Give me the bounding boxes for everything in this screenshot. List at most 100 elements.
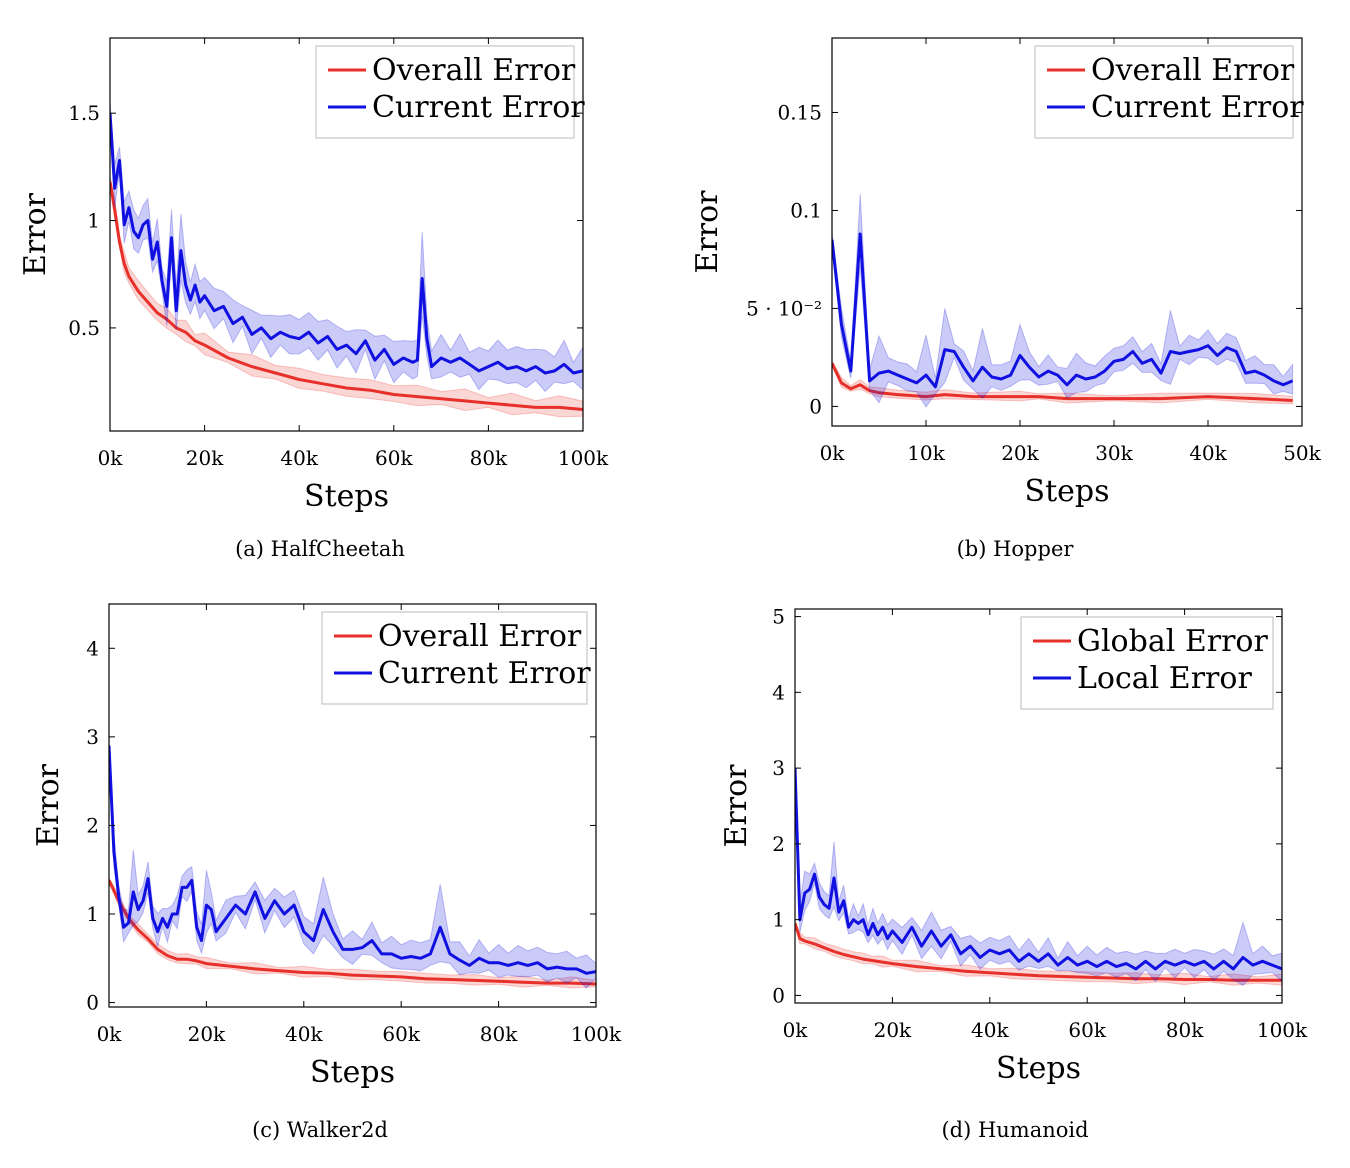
humanoid-legend-label: Local Error bbox=[1077, 661, 1252, 696]
hopper-y-axis-label: Error bbox=[690, 190, 725, 274]
humanoid-series-0 bbox=[795, 920, 1282, 986]
caption-walker2d: (c) Walker2d bbox=[252, 1118, 388, 1142]
walker2d-xtick-label: 0k bbox=[97, 1022, 123, 1046]
humanoid-x-axis-label: Steps bbox=[996, 1051, 1081, 1086]
walker2d-series-1 bbox=[109, 737, 596, 989]
walker2d-xtick-label: 40k bbox=[285, 1022, 323, 1046]
walker2d-legend-label: Overall Error bbox=[378, 619, 582, 654]
hopper-ytick-label: 5 · 10⁻² bbox=[746, 296, 822, 320]
walker2d-xtick-label: 100k bbox=[571, 1022, 622, 1046]
hopper-series-0 bbox=[832, 359, 1294, 405]
caption-humanoid: (d) Humanoid bbox=[941, 1118, 1089, 1142]
hopper-xtick-label: 10k bbox=[907, 441, 945, 465]
hopper-xtick-label: 40k bbox=[1189, 441, 1227, 465]
chart-panel-walker2d: 0k 20k 40k 60k 80k 100k 0 1 2 3 4 Steps Error Overall… bbox=[0, 580, 675, 1164]
humanoid-plot-frame bbox=[794, 608, 1283, 1004]
walker2d-legend-label: Current Error bbox=[378, 656, 591, 691]
hopper-line-0 bbox=[832, 362, 1293, 402]
walker2d-ytick-label: 3 bbox=[86, 725, 99, 749]
hopper-legend-label: Current Error bbox=[1091, 90, 1304, 125]
hopper-x-axis-label: Steps bbox=[1025, 474, 1110, 509]
humanoid-xtick-label: 40k bbox=[971, 1018, 1009, 1042]
halfcheetah-legend-box bbox=[315, 45, 575, 139]
halfcheetah-xtick-label: 20k bbox=[186, 446, 224, 470]
halfcheetah-ytick-label: 1.5 bbox=[68, 101, 100, 125]
halfcheetah-xtick-label: 100k bbox=[558, 446, 609, 470]
hopper-xtick-label: 30k bbox=[1095, 441, 1133, 465]
hopper-line-1 bbox=[832, 232, 1294, 389]
humanoid-ytick-label: 2 bbox=[772, 832, 785, 856]
humanoid-legend-box bbox=[1020, 616, 1274, 710]
walker2d-xtick-label: 60k bbox=[382, 1022, 420, 1046]
halfcheetah-line-1 bbox=[110, 113, 583, 375]
hopper-xtick-label: 50k bbox=[1283, 441, 1321, 465]
humanoid-line-1 bbox=[795, 768, 1282, 971]
caption-hopper: (b) Hopper bbox=[956, 537, 1074, 561]
walker2d-ytick-label: 1 bbox=[86, 902, 99, 926]
hopper-ytick-label: 0.15 bbox=[777, 100, 822, 124]
hopper-ytick-label: 0 bbox=[809, 394, 822, 418]
chart-walker2d: 0k 20k 40k 60k 80k 100k 0 1 2 3 4 Steps Error Overall… bbox=[31, 603, 622, 1090]
hopper-series-1 bbox=[832, 194, 1294, 408]
walker2d-band-0 bbox=[109, 876, 596, 989]
walker2d-legend-box bbox=[321, 611, 588, 705]
halfcheetah-xtick-label: 60k bbox=[375, 446, 413, 470]
walker2d-x-axis-label: Steps bbox=[310, 1055, 395, 1090]
halfcheetah-plot-frame bbox=[109, 37, 584, 432]
halfcheetah-series-0 bbox=[110, 176, 583, 418]
walker2d-line-1 bbox=[109, 745, 596, 975]
chart-panel-hopper: 0k 10k 20k 30k 40k 50k 0 5 · 10⁻² 0.1 0.15 Steps Er… bbox=[675, 0, 1350, 580]
hopper-ytick-label: 0.1 bbox=[790, 198, 822, 222]
halfcheetah-x-axis-label: Steps bbox=[304, 479, 389, 514]
humanoid-band-0 bbox=[795, 920, 1282, 986]
humanoid-xtick-label: 80k bbox=[1166, 1018, 1204, 1042]
hopper-xtick-label: 20k bbox=[1001, 441, 1039, 465]
humanoid-line-0 bbox=[795, 922, 1282, 982]
halfcheetah-series-1 bbox=[110, 102, 583, 393]
humanoid-ytick-label: 5 bbox=[772, 605, 785, 629]
hopper-band-0 bbox=[832, 359, 1294, 405]
humanoid-band-1 bbox=[795, 760, 1282, 987]
humanoid-y-axis-label: Error bbox=[719, 764, 754, 848]
humanoid-ytick-label: 1 bbox=[772, 908, 785, 932]
humanoid-legend-label: Global Error bbox=[1077, 624, 1268, 659]
walker2d-series-0 bbox=[109, 876, 596, 989]
walker2d-xtick-label: 80k bbox=[480, 1022, 518, 1046]
halfcheetah-y-axis-label: Error bbox=[18, 192, 53, 276]
walker2d-line-0 bbox=[109, 879, 596, 986]
walker2d-ytick-label: 0 bbox=[86, 991, 99, 1015]
humanoid-ytick-label: 3 bbox=[772, 756, 785, 780]
humanoid-ytick-label: 0 bbox=[772, 983, 785, 1007]
chart-panel-halfcheetah: 0k 20k 40k 60k 80k 100k 0.5 1 1.5 Steps Error Overa… bbox=[0, 0, 675, 580]
halfcheetah-xtick-label: 0k bbox=[98, 446, 124, 470]
walker2d-band-1 bbox=[109, 737, 596, 989]
caption-halfcheetah: (a) HalfCheetah bbox=[235, 537, 405, 561]
walker2d-ytick-label: 4 bbox=[86, 636, 99, 660]
halfcheetah-line-0 bbox=[110, 181, 583, 411]
chart-panel-humanoid: 0k 20k 40k 60k 80k 100k 0 1 2 3 4 5 Steps Error Global… bbox=[675, 580, 1350, 1164]
hopper-legend-label: Overall Error bbox=[1091, 53, 1295, 88]
halfcheetah-legend-label: Current Error bbox=[372, 90, 585, 125]
halfcheetah-xtick-label: 80k bbox=[470, 446, 508, 470]
walker2d-plot-frame bbox=[108, 603, 597, 1008]
halfcheetah-legend-label: Overall Error bbox=[372, 53, 576, 88]
humanoid-ytick-label: 4 bbox=[772, 680, 785, 704]
hopper-plot-frame bbox=[831, 37, 1303, 427]
hopper-xtick-label: 0k bbox=[820, 441, 846, 465]
humanoid-series-1 bbox=[795, 760, 1282, 987]
humanoid-xtick-label: 0k bbox=[783, 1018, 809, 1042]
chart-halfcheetah: 0k 20k 40k 60k 80k 100k 0.5 1 1.5 Steps Error Overa… bbox=[18, 37, 609, 514]
chart-humanoid: 0k 20k 40k 60k 80k 100k 0 1 2 3 4 5 Steps Error Global… bbox=[719, 605, 1308, 1086]
walker2d-ytick-label: 2 bbox=[86, 813, 99, 837]
humanoid-xtick-label: 100k bbox=[1257, 1018, 1308, 1042]
humanoid-xtick-label: 60k bbox=[1068, 1018, 1106, 1042]
halfcheetah-band-1 bbox=[110, 102, 583, 393]
walker2d-y-axis-label: Error bbox=[31, 763, 66, 847]
halfcheetah-xtick-label: 40k bbox=[280, 446, 318, 470]
halfcheetah-ytick-label: 1 bbox=[87, 209, 100, 233]
humanoid-xtick-label: 20k bbox=[874, 1018, 912, 1042]
